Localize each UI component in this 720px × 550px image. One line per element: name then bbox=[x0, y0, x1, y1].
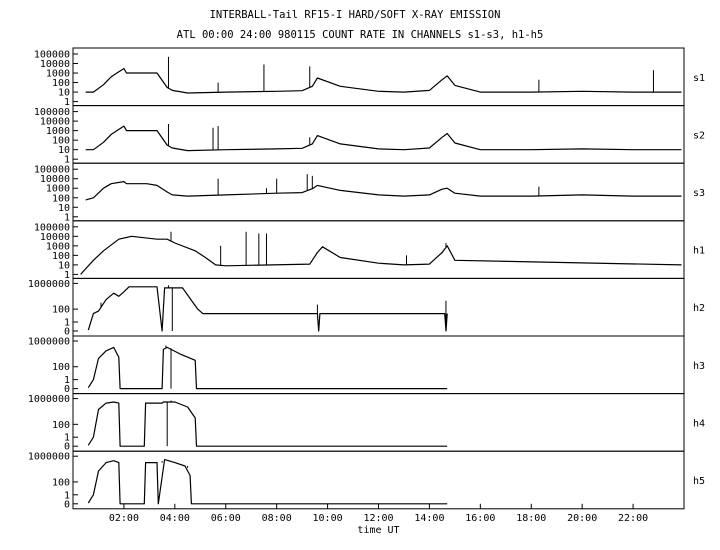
trace-h2 bbox=[87, 286, 448, 332]
trace-s3 bbox=[85, 181, 682, 201]
y-tick-label: 10 bbox=[58, 260, 70, 271]
panel-stack: 100000100001000100101s110000010000100010… bbox=[28, 47, 705, 510]
y-tick-label: 1000 bbox=[46, 69, 70, 80]
y-tick-label: 1000 bbox=[46, 241, 70, 252]
chart-title: INTERBALL-Tail RF15-I HARD/SOFT X-RAY EM… bbox=[210, 9, 501, 21]
y-tick-label: 10 bbox=[58, 203, 70, 214]
y-tick-label: 0 bbox=[64, 327, 70, 338]
y-tick-label: 10000 bbox=[40, 174, 70, 185]
y-tick-label: 1 bbox=[64, 97, 70, 108]
chart-subtitle: ATL 00:00 24:00 980115 COUNT RATE IN CHA… bbox=[177, 29, 544, 41]
x-tick-label: 08:00 bbox=[262, 513, 292, 524]
channel-label-s3: s3 bbox=[693, 188, 705, 199]
channel-label-h5: h5 bbox=[693, 476, 705, 487]
channel-label-s2: s2 bbox=[693, 130, 705, 141]
y-tick-label: 100 bbox=[52, 305, 70, 316]
trace-h5 bbox=[87, 459, 448, 505]
y-tick-label: 1000000 bbox=[28, 279, 70, 290]
x-axis: 02:00 04:00 06:00 08:00 10:00 12:00 14:00 16:00… bbox=[109, 503, 648, 536]
x-tick-label: 02:00 bbox=[109, 513, 139, 524]
y-tick-label: 100 bbox=[52, 251, 70, 262]
y-tick-label: 1000 bbox=[46, 184, 70, 195]
y-tick-label: 1 bbox=[64, 212, 70, 223]
y-tick-label: 1000000 bbox=[28, 337, 70, 348]
y-tick-label: 100 bbox=[52, 362, 70, 373]
x-tick-label: 22:00 bbox=[618, 513, 648, 524]
x-tick-label: 16:00 bbox=[465, 513, 495, 524]
y-tick-label: 1 bbox=[64, 155, 70, 166]
x-tick-label: 20:00 bbox=[567, 513, 597, 524]
y-tick-label: 1 bbox=[64, 318, 70, 329]
channel-label-h1: h1 bbox=[693, 246, 705, 257]
y-tick-label: 100000 bbox=[34, 50, 70, 61]
x-axis-label: time UT bbox=[357, 525, 399, 536]
channel-label-h3: h3 bbox=[693, 361, 705, 372]
y-tick-label: 100 bbox=[52, 193, 70, 204]
y-tick-label: 10000 bbox=[40, 117, 70, 128]
y-tick-label: 1 bbox=[64, 433, 70, 444]
x-tick-label: 18:00 bbox=[516, 513, 546, 524]
panel-frame bbox=[72, 450, 685, 510]
y-tick-label: 100 bbox=[52, 420, 70, 431]
y-tick-label: 10 bbox=[58, 88, 70, 99]
channel-label-h4: h4 bbox=[693, 418, 705, 429]
panel-h5: 1000000 100 10 h5 bbox=[28, 450, 705, 510]
y-tick-label: 10000 bbox=[40, 59, 70, 70]
y-tick-label: 100 bbox=[52, 136, 70, 147]
y-tick-label: 100000 bbox=[34, 107, 70, 118]
trace-h4 bbox=[87, 401, 448, 447]
trace-h3 bbox=[87, 346, 448, 390]
x-tick-label: 10:00 bbox=[313, 513, 343, 524]
y-tick-label: 1000 bbox=[46, 126, 70, 137]
channel-label-s1: s1 bbox=[693, 73, 705, 84]
x-tick-label: 06:00 bbox=[211, 513, 241, 524]
y-tick-label: 1 bbox=[64, 375, 70, 386]
y-tick-label: 0 bbox=[64, 384, 70, 395]
y-tick-label: 1 bbox=[64, 270, 70, 281]
y-tick-label: 100 bbox=[52, 78, 70, 89]
y-tick-label: 1000000 bbox=[28, 394, 70, 405]
y-tick-label: 0 bbox=[64, 499, 70, 510]
trace-s1 bbox=[85, 67, 682, 94]
x-tick-label: 14:00 bbox=[414, 513, 444, 524]
trace-s2 bbox=[85, 125, 682, 152]
x-tick-label: 12:00 bbox=[363, 513, 393, 524]
y-tick-label: 100 bbox=[52, 477, 70, 488]
x-tick-label: 04:00 bbox=[160, 513, 190, 524]
trace-h1 bbox=[80, 235, 682, 275]
y-tick-label: 100000 bbox=[34, 165, 70, 176]
y-tick-label: 10 bbox=[58, 145, 70, 156]
y-tick-label: 10000 bbox=[40, 232, 70, 243]
y-tick-label: 1 bbox=[64, 490, 70, 501]
channel-label-h2: h2 bbox=[693, 303, 705, 314]
y-tick-label: 100000 bbox=[34, 222, 70, 233]
y-tick-label: 1000000 bbox=[28, 452, 70, 463]
y-tick-label: 0 bbox=[64, 442, 70, 453]
